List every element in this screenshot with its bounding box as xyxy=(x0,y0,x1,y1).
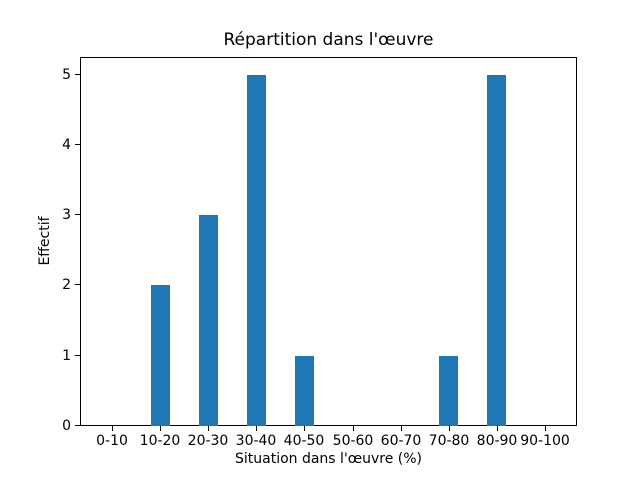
bar xyxy=(439,356,458,426)
x-tick-label: 70-80 xyxy=(428,433,470,449)
y-tick-mark xyxy=(75,144,80,145)
x-tick-label: 80-90 xyxy=(476,433,518,449)
x-tick-mark xyxy=(544,426,546,431)
x-tick-mark xyxy=(255,426,257,431)
x-tick-label: 10-20 xyxy=(139,433,181,449)
x-tick-label: 20-30 xyxy=(187,433,229,449)
y-tick-label: 5 xyxy=(62,67,71,83)
y-axis-label: Effectif xyxy=(37,216,53,266)
x-tick-label: 30-40 xyxy=(235,433,277,449)
x-tick-label: 60-70 xyxy=(380,433,422,449)
x-tick-mark xyxy=(303,426,305,431)
x-tick-mark xyxy=(159,426,161,431)
y-tick-label: 0 xyxy=(62,418,71,434)
x-tick-mark xyxy=(352,426,354,431)
y-tick-mark xyxy=(75,425,80,426)
x-axis-label: Situation dans l'œuvre (%) xyxy=(234,451,423,467)
x-tick-label: 90-100 xyxy=(520,433,570,449)
bar xyxy=(295,356,314,426)
chart-title: Répartition dans l'œuvre xyxy=(223,30,434,50)
y-tick-mark xyxy=(75,74,80,75)
bar xyxy=(247,75,266,426)
y-tick-mark xyxy=(75,355,80,356)
y-tick-label: 2 xyxy=(62,277,71,293)
x-tick-label: 40-50 xyxy=(283,433,325,449)
bar xyxy=(199,215,218,426)
x-tick-mark xyxy=(448,426,450,431)
y-tick-label: 1 xyxy=(62,348,71,364)
x-tick-mark xyxy=(496,426,498,431)
bar xyxy=(487,75,506,426)
x-tick-label: 0-10 xyxy=(96,433,128,449)
x-tick-mark xyxy=(207,426,209,431)
y-tick-mark xyxy=(75,214,80,215)
x-tick-mark xyxy=(111,426,113,431)
y-tick-label: 3 xyxy=(62,207,71,223)
x-tick-label: 50-60 xyxy=(332,433,374,449)
x-tick-mark xyxy=(400,426,402,431)
bar xyxy=(151,285,170,426)
y-tick-label: 4 xyxy=(62,137,71,153)
y-tick-mark xyxy=(75,284,80,285)
